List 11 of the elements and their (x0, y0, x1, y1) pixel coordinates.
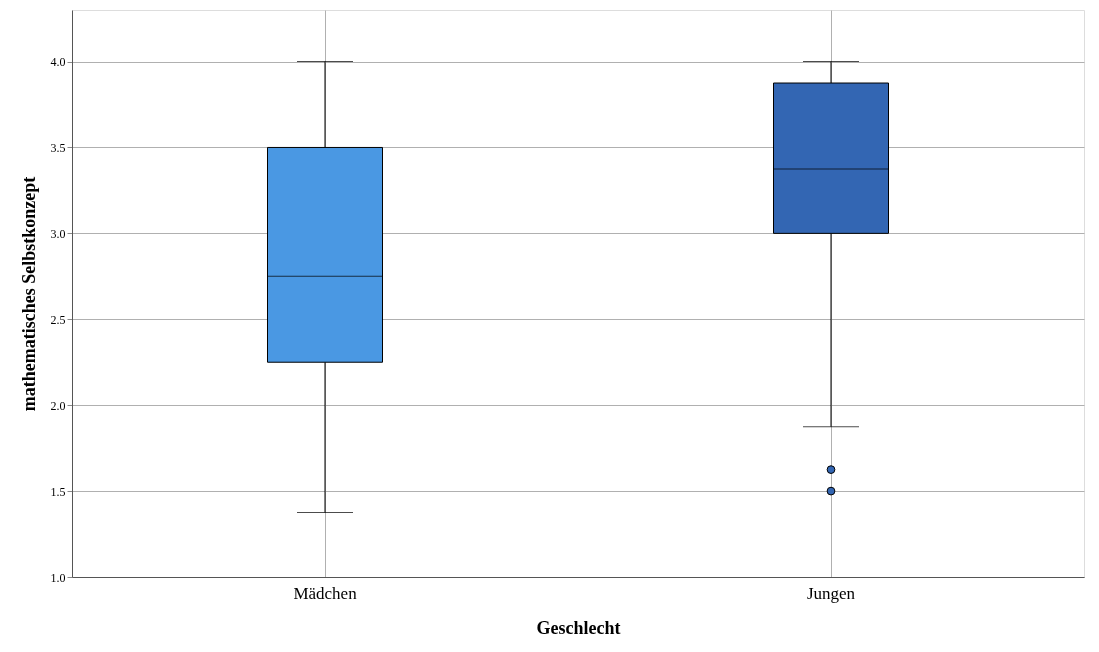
x-tick-label: Jungen (806, 583, 856, 603)
y-tick-label: 2.0 (50, 398, 66, 413)
x-tick-label: Mädchen (293, 583, 358, 603)
x-axis-title: Geschlecht (536, 617, 621, 638)
y-tick-label: 3.5 (50, 140, 66, 155)
y-tick-label: 1.5 (50, 484, 66, 499)
y-tick-label: 4.0 (50, 55, 66, 70)
y-tick-label: 2.5 (50, 312, 66, 327)
y-tick-label: 1.0 (50, 570, 66, 585)
y-axis-title: mathematisches Selbstkonzept (18, 176, 39, 412)
y-tick-label: 3.0 (50, 226, 66, 241)
